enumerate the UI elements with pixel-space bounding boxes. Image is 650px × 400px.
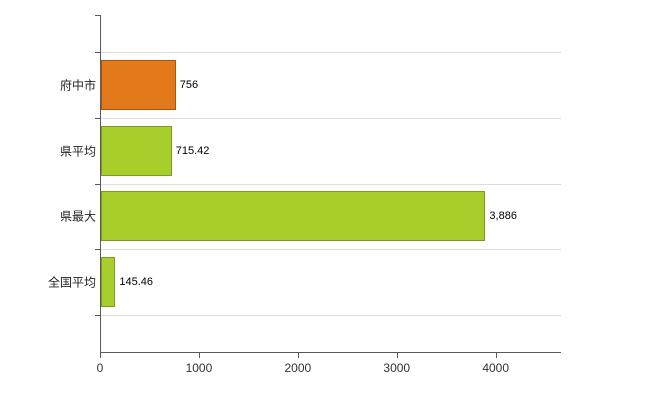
y-axis-tick <box>95 52 100 53</box>
gridline <box>101 249 561 251</box>
x-axis-tick <box>396 353 398 358</box>
y-axis-tick <box>95 117 100 119</box>
gridline <box>101 315 561 316</box>
gridline <box>101 183 561 185</box>
bar <box>101 125 172 176</box>
category-label: 府中市 <box>59 78 96 93</box>
x-tick-label: 3000 <box>383 361 411 375</box>
bar <box>101 191 486 242</box>
gridline <box>101 117 561 119</box>
x-axis-tick <box>198 353 200 358</box>
bar <box>101 59 176 110</box>
y-axis-tick <box>95 183 100 185</box>
y-axis-tick <box>95 15 100 16</box>
x-tick-label: 4000 <box>482 361 510 375</box>
value-label: 145.46 <box>119 276 154 289</box>
x-axis-tick <box>495 353 497 358</box>
category-label: 県最大 <box>59 209 96 224</box>
value-label: 715.42 <box>175 144 210 157</box>
x-tick-label: 2000 <box>284 361 312 375</box>
x-axis-tick <box>297 353 299 358</box>
x-axis-tick <box>100 353 101 358</box>
y-axis-tick <box>95 249 100 251</box>
plot-area: 756 715.42 3,886 145.46 <box>100 15 561 353</box>
bar <box>101 257 116 308</box>
value-label: 756 <box>179 78 199 91</box>
category-label: 全国平均 <box>47 275 96 290</box>
x-tick-label: 1000 <box>185 361 213 375</box>
y-axis-tick <box>95 315 100 316</box>
category-label: 県平均 <box>59 144 96 159</box>
gridline <box>101 52 561 53</box>
x-tick-label: 0 <box>96 361 104 375</box>
value-label: 3,886 <box>489 210 517 223</box>
